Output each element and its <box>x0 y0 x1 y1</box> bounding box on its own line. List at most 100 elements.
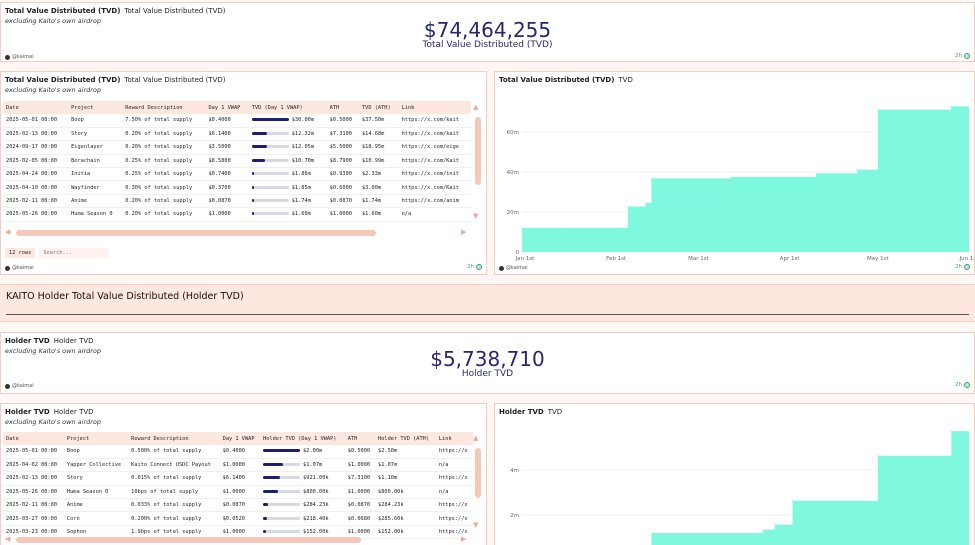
scroll-down-icon[interactable]: ▼ <box>473 521 479 529</box>
column-header[interactable]: ATH <box>326 101 359 114</box>
value-bar-fill <box>251 172 254 176</box>
data-point[interactable] <box>644 202 647 204</box>
table-row[interactable]: 2025-05-01 00:00 Boop 7.50% of total suppl… <box>3 114 471 128</box>
table-row[interactable]: 2025-05-26 00:00 Huma Season 0 0.20% of to… <box>3 207 471 222</box>
table-cell-link[interactable]: https://x.com/init <box>398 167 471 182</box>
value-bar-fill <box>251 132 267 136</box>
table-cell-link[interactable]: https://x.com/anim <box>398 194 471 209</box>
table-row[interactable]: 2025-02-11 00:00 Anime 0.20% of total supp… <box>3 194 471 209</box>
scroll-up-icon[interactable]: ▲ <box>473 434 479 442</box>
table-cell-link[interactable]: https://x.com/Kait <box>398 180 471 195</box>
table-row[interactable]: 2025-02-13 00:00 Story 0.20% of total supp… <box>3 127 471 142</box>
table-cell-link[interactable]: https://x <box>435 511 473 526</box>
data-point[interactable] <box>856 169 858 171</box>
data-point[interactable] <box>615 227 617 229</box>
area-series[interactable] <box>646 431 969 545</box>
horizontal-scrollbar[interactable] <box>16 537 361 543</box>
table-row[interactable]: 2025-03-23 00:00 Sophon 1.9bps of total su… <box>3 525 473 540</box>
table-row[interactable]: 2025-04-10 00:00 Wayfinder 0.30% of total … <box>3 180 471 195</box>
table-cell-link[interactable]: https://x <box>435 525 473 540</box>
table-cell-link[interactable]: n/a <box>435 458 473 473</box>
vertical-scrollbar[interactable] <box>475 448 481 498</box>
scroll-up-icon[interactable]: ▲ <box>473 103 479 111</box>
data-point[interactable] <box>627 205 629 208</box>
table-row[interactable]: 2025-03-27 00:00 Corn 0.200% of total supp… <box>3 511 473 526</box>
dune-logo-icon <box>499 265 504 271</box>
data-point[interactable] <box>762 529 764 531</box>
refresh-badge[interactable]: 2h <box>955 382 970 388</box>
column-header[interactable]: Reward Description <box>128 432 220 445</box>
panel-tab[interactable]: Holder TVD <box>53 408 94 416</box>
data-point[interactable] <box>791 500 794 502</box>
data-point[interactable] <box>950 105 952 107</box>
table-cell-link[interactable]: https://x <box>435 498 473 513</box>
table-row[interactable]: 2025-04-24 00:00 Initia 0.25% of total sup… <box>3 167 471 182</box>
column-header[interactable]: Day 1 VWAP <box>219 432 261 445</box>
data-point[interactable] <box>877 109 879 111</box>
table-row[interactable]: 2025-02-11 00:00 Anime 0.033% of total sup… <box>3 498 473 513</box>
table-cell-vwap: $0.7400 <box>205 167 249 182</box>
refresh-badge[interactable]: 2h <box>467 264 482 270</box>
data-point[interactable] <box>730 176 732 178</box>
table-row[interactable]: 2025-04-02 00:00 Yapper Collective Kaito C… <box>3 458 473 473</box>
panel-tab[interactable]: Holder TVD <box>53 337 94 345</box>
table-cell-link[interactable]: https://x <box>435 445 473 459</box>
data-point[interactable] <box>521 227 523 229</box>
table-cell-link[interactable]: https://x.com/eige <box>398 140 471 155</box>
table-cell-vwap: $3.5000 <box>205 140 249 155</box>
table-cell-link[interactable]: n/a <box>435 485 473 500</box>
table-row[interactable]: 2025-05-26 00:00 Huma Season 0 10bps of to… <box>3 485 473 500</box>
value-bar-fill <box>263 503 269 507</box>
column-header[interactable]: Holder TVD (ATH) <box>375 432 436 445</box>
scroll-left-icon[interactable]: ◀ <box>5 228 11 236</box>
scroll-right-icon[interactable]: ▶ <box>461 228 467 236</box>
column-header[interactable]: ATH <box>344 432 376 445</box>
data-point[interactable] <box>774 524 776 526</box>
column-header[interactable]: Reward Description <box>122 101 206 114</box>
data-point[interactable] <box>650 177 652 179</box>
column-header[interactable]: TVD (ATH) <box>358 101 399 114</box>
table-cell-link[interactable]: https://x <box>435 471 473 486</box>
vertical-scrollbar[interactable] <box>475 117 481 185</box>
big-number-value: $5,738,710 <box>430 347 545 371</box>
scroll-right-icon[interactable]: ▶ <box>461 535 467 543</box>
data-point[interactable] <box>877 455 879 457</box>
panel-tab[interactable]: Total Value Distributed (TVD) <box>124 76 226 84</box>
refresh-badge[interactable]: 2h <box>955 264 970 270</box>
scroll-left-icon[interactable]: ◀ <box>5 535 11 543</box>
table-cell-link[interactable]: https://x.com/kait <box>398 127 471 142</box>
scroll-down-icon[interactable]: ▼ <box>473 212 479 220</box>
column-header[interactable]: TVD (Day 1 VWAP) <box>248 101 327 114</box>
area-series[interactable] <box>522 103 969 252</box>
panel-tab[interactable]: TVD <box>618 76 633 84</box>
table-row[interactable]: 2024-09-17 00:00 Eigenlayer 0.20% of total… <box>3 140 471 155</box>
data-point[interactable] <box>650 532 652 534</box>
table-search-input[interactable]: Search... <box>39 248 110 258</box>
column-header[interactable]: Link <box>435 432 473 445</box>
column-header[interactable]: Project <box>63 432 129 445</box>
data-point[interactable] <box>968 102 970 104</box>
data-point[interactable] <box>950 430 952 432</box>
data-point[interactable] <box>815 172 817 174</box>
table-row[interactable]: 2025-05-01 00:00 Boop 0.500% of total supp… <box>3 445 473 459</box>
column-header[interactable]: Holder TVD (Day 1 VWAP) <box>260 432 345 445</box>
table-row[interactable]: 2025-02-05 00:00 Berachain 0.25% of total … <box>3 154 471 169</box>
table-cell-link[interactable]: https://x.com/Kait <box>398 154 471 169</box>
column-header[interactable]: Project <box>68 101 123 114</box>
panel-tab[interactable]: Total Value Distributed (TVD) <box>124 7 226 15</box>
refresh-icon <box>964 264 970 270</box>
column-header[interactable]: Day 1 VWAP <box>205 101 249 114</box>
column-header[interactable]: Date <box>3 432 64 445</box>
table-cell-link[interactable]: https://x.com/kait <box>398 114 471 128</box>
table-cell-text: $1.60m <box>291 211 311 218</box>
value-bar-fill <box>263 463 284 467</box>
table-cell-ath: $7.3100 <box>326 127 359 142</box>
column-header[interactable]: Date <box>3 101 69 114</box>
data-point[interactable] <box>565 227 567 229</box>
table-cell-link[interactable]: n/a <box>398 207 471 222</box>
refresh-badge[interactable]: 2h <box>955 53 970 59</box>
horizontal-scrollbar[interactable] <box>16 230 376 236</box>
panel-tab[interactable]: TVD <box>547 408 563 416</box>
table-row[interactable]: 2025-02-13 00:00 Story 0.015% of total sup… <box>3 471 473 486</box>
column-header[interactable]: Link <box>398 101 471 114</box>
